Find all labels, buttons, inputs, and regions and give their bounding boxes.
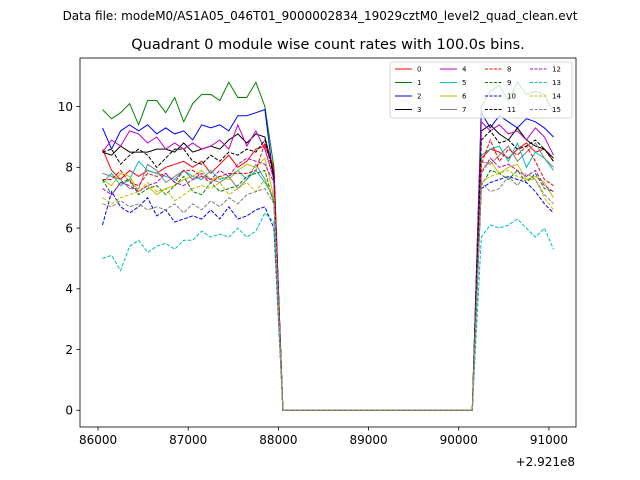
series-line-12	[102, 157, 554, 411]
legend-label-14: 14	[552, 93, 561, 101]
x-tick-label: 91000	[530, 433, 568, 447]
series-line-2	[102, 108, 554, 411]
x-tick-label: 88000	[259, 433, 297, 447]
legend-label-15: 15	[552, 106, 561, 114]
series-line-8	[102, 138, 554, 411]
series-line-11	[102, 130, 554, 411]
legend-label-9: 9	[507, 79, 511, 87]
legend-label-11: 11	[507, 106, 516, 114]
legend-label-12: 12	[552, 66, 561, 74]
suptitle: Data file: modeM0/AS1A05_046T01_90000028…	[63, 9, 578, 23]
y-tick-label: 4	[65, 282, 73, 296]
legend-label-5: 5	[462, 79, 466, 87]
legend-label-13: 13	[552, 79, 561, 87]
x-offset-label: +2.921e8	[516, 455, 575, 469]
series-line-9	[102, 169, 554, 411]
x-tick-label: 87000	[169, 433, 207, 447]
series-line-10	[102, 175, 554, 411]
y-tick-label: 10	[58, 100, 73, 114]
legend-label-10: 10	[507, 93, 516, 101]
legend-label-3: 3	[417, 106, 421, 114]
y-tick-label: 0	[65, 404, 73, 418]
legend-label-7: 7	[462, 106, 466, 114]
legend-label-4: 4	[462, 66, 467, 74]
x-tick-label: 90000	[440, 433, 478, 447]
legend-label-8: 8	[507, 66, 511, 74]
series-line-13	[102, 212, 554, 411]
y-tick-label: 6	[65, 221, 73, 235]
series-line-7	[102, 142, 554, 411]
chart-title: Quadrant 0 module wise count rates with …	[131, 37, 525, 53]
legend-box	[389, 61, 573, 119]
series-line-6	[102, 157, 554, 411]
legend-label-6: 6	[462, 93, 467, 101]
series-line-4	[102, 120, 554, 411]
y-tick-label: 8	[65, 161, 73, 175]
x-tick-label: 86000	[79, 433, 117, 447]
legend-label-1: 1	[417, 79, 421, 87]
series-line-14	[102, 169, 554, 411]
x-tick-label: 89000	[349, 433, 387, 447]
plot-area	[80, 58, 576, 427]
ticks-layer: 86000 87000 88000 89000 90000 91000 0 2 4 6 8 10	[58, 100, 568, 447]
legend-label-2: 2	[417, 93, 421, 101]
plot-frame	[79, 57, 577, 428]
series-layer	[102, 81, 554, 411]
series-line-15	[102, 172, 554, 411]
y-tick-label: 2	[65, 343, 73, 357]
legend-label-0: 0	[417, 66, 421, 74]
